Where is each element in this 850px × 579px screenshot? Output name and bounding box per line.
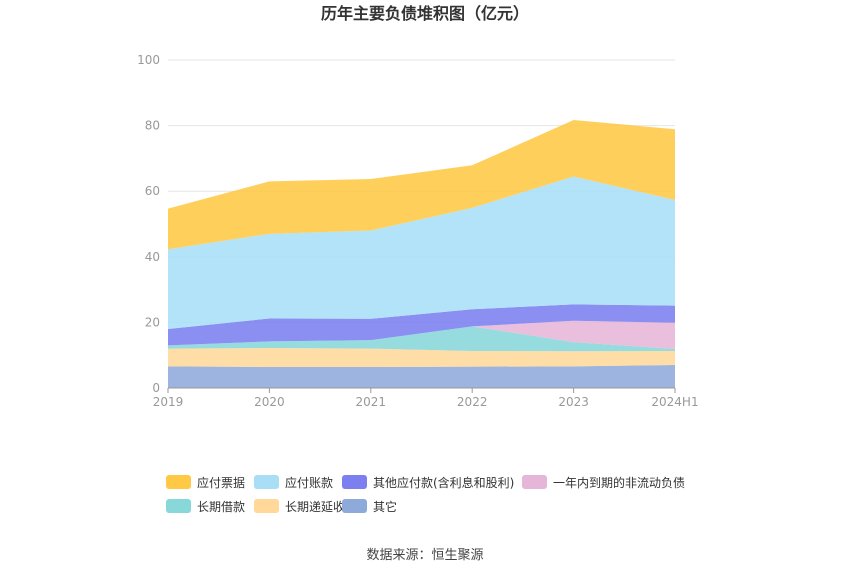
y-tick-label-20: 20	[145, 315, 160, 329]
legend-item-3[interactable]: 一年内到期的非流动负债	[522, 475, 685, 490]
legend-label-5[interactable]: 长期递延收益	[285, 500, 357, 514]
legend-item-6[interactable]: 其它	[342, 499, 397, 514]
legend-swatch-5[interactable]	[254, 499, 279, 513]
x-tick-label-3: 2022	[457, 395, 488, 409]
legend-label-1[interactable]: 应付账款	[285, 475, 333, 490]
area-series-2[interactable]	[168, 326, 675, 352]
chart-title: 历年主要负债堆积图（亿元）	[321, 4, 529, 23]
area-series-1[interactable]	[168, 347, 675, 368]
legend-item-2[interactable]: 其他应付款(含利息和股利)	[342, 475, 514, 490]
area-series-5[interactable]	[168, 176, 675, 329]
legend-label-4[interactable]: 长期借款	[197, 500, 245, 514]
legend-swatch-4[interactable]	[166, 499, 191, 513]
legend-item-5[interactable]: 长期递延收益	[254, 499, 357, 514]
x-tick-label-0: 2019	[153, 395, 184, 409]
legend-swatch-6[interactable]	[342, 499, 367, 513]
legend-label-0[interactable]: 应付票据	[197, 475, 245, 490]
legend-swatch-3[interactable]	[522, 475, 547, 489]
legend-swatch-0[interactable]	[166, 475, 191, 489]
legend-label-6[interactable]: 其它	[373, 499, 397, 514]
area-series-4[interactable]	[168, 304, 675, 346]
legend-item-1[interactable]: 应付账款	[254, 475, 333, 490]
x-tick-label-5: 2024H1	[651, 395, 698, 409]
area-series	[168, 120, 675, 388]
x-tick-label-2: 2021	[356, 395, 387, 409]
y-tick-label-100: 100	[137, 53, 160, 67]
legend-swatch-2[interactable]	[342, 475, 367, 489]
area-series-0[interactable]	[168, 365, 675, 388]
x-tick-label-1: 2020	[254, 395, 285, 409]
source-note: 数据来源：恒生聚源	[366, 548, 483, 563]
y-tick-label-60: 60	[145, 184, 160, 198]
area-series-6[interactable]	[168, 120, 675, 250]
legend-item-4[interactable]: 长期借款	[166, 499, 245, 514]
x-tick-label-4: 2023	[558, 395, 589, 409]
y-tick-label-80: 80	[145, 119, 160, 133]
legend-label-3[interactable]: 一年内到期的非流动负债	[553, 475, 685, 490]
legend-item-0[interactable]: 应付票据	[166, 475, 245, 490]
y-tick-label-40: 40	[145, 250, 160, 264]
area-series-3[interactable]	[168, 320, 675, 349]
legend-label-2[interactable]: 其他应付款(含利息和股利)	[373, 475, 514, 490]
axes: 0 20 40 60 80 100 2019 2020 2021 2022 2023 2024H1	[137, 53, 699, 409]
y-tick-label-0: 0	[152, 381, 160, 395]
legend-swatch-1[interactable]	[254, 475, 279, 489]
